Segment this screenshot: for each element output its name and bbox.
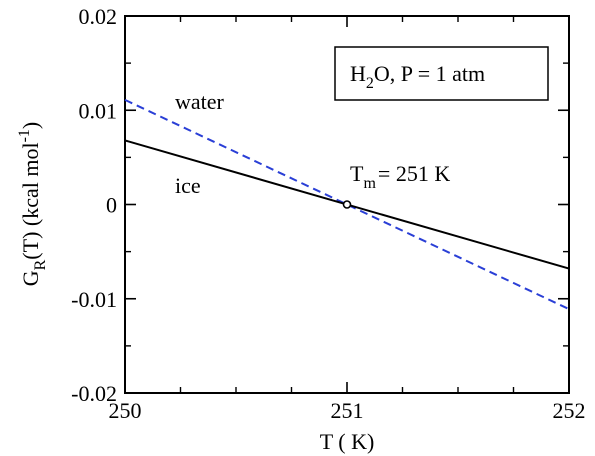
melting-point-marker bbox=[342, 200, 352, 209]
x-axis-label: T ( K) bbox=[320, 429, 375, 454]
legend-box-text: H2O, P = 1 atm bbox=[350, 61, 485, 92]
melting-sub: m bbox=[363, 175, 376, 192]
y-tick-label-3: 0.01 bbox=[79, 98, 118, 123]
ylabel-sup: -1 bbox=[16, 129, 33, 142]
tick-labels: 250 251 252 -0.02 -0.01 0 0.01 0.02 bbox=[71, 4, 585, 423]
melting-main: T bbox=[350, 161, 364, 186]
series-label-water: water bbox=[175, 89, 225, 114]
x-tick-label-2: 252 bbox=[553, 398, 586, 423]
ylabel-sub: R bbox=[32, 259, 49, 270]
melting-annotation: Tm= 251 K bbox=[350, 161, 450, 192]
y-axis-label: GR(T) (kcal mol-1) bbox=[16, 122, 49, 287]
melting-rest: = 251 K bbox=[378, 161, 450, 186]
y-tick-label-2: 0 bbox=[106, 193, 117, 218]
legend-box bbox=[334, 46, 549, 101]
legend-sub: 2 bbox=[366, 75, 374, 92]
y-tick-label-4: 0.02 bbox=[79, 4, 118, 29]
ylabel-rest: (T) (kcal mol bbox=[18, 142, 43, 259]
ylabel-close: ) bbox=[18, 122, 43, 129]
y-tick-label-0: -0.02 bbox=[71, 381, 117, 406]
x-tick-label-0: 250 bbox=[109, 398, 142, 423]
legend-main: H bbox=[350, 61, 366, 86]
series-label-ice: ice bbox=[175, 173, 201, 198]
series-line-water bbox=[124, 98, 570, 311]
axis-ticks bbox=[124, 15, 570, 394]
ylabel-main: G bbox=[18, 270, 43, 286]
x-tick-label-1: 251 bbox=[331, 398, 364, 423]
y-tick-label-1: -0.01 bbox=[71, 287, 117, 312]
legend-rest: O, P = 1 atm bbox=[374, 61, 485, 86]
